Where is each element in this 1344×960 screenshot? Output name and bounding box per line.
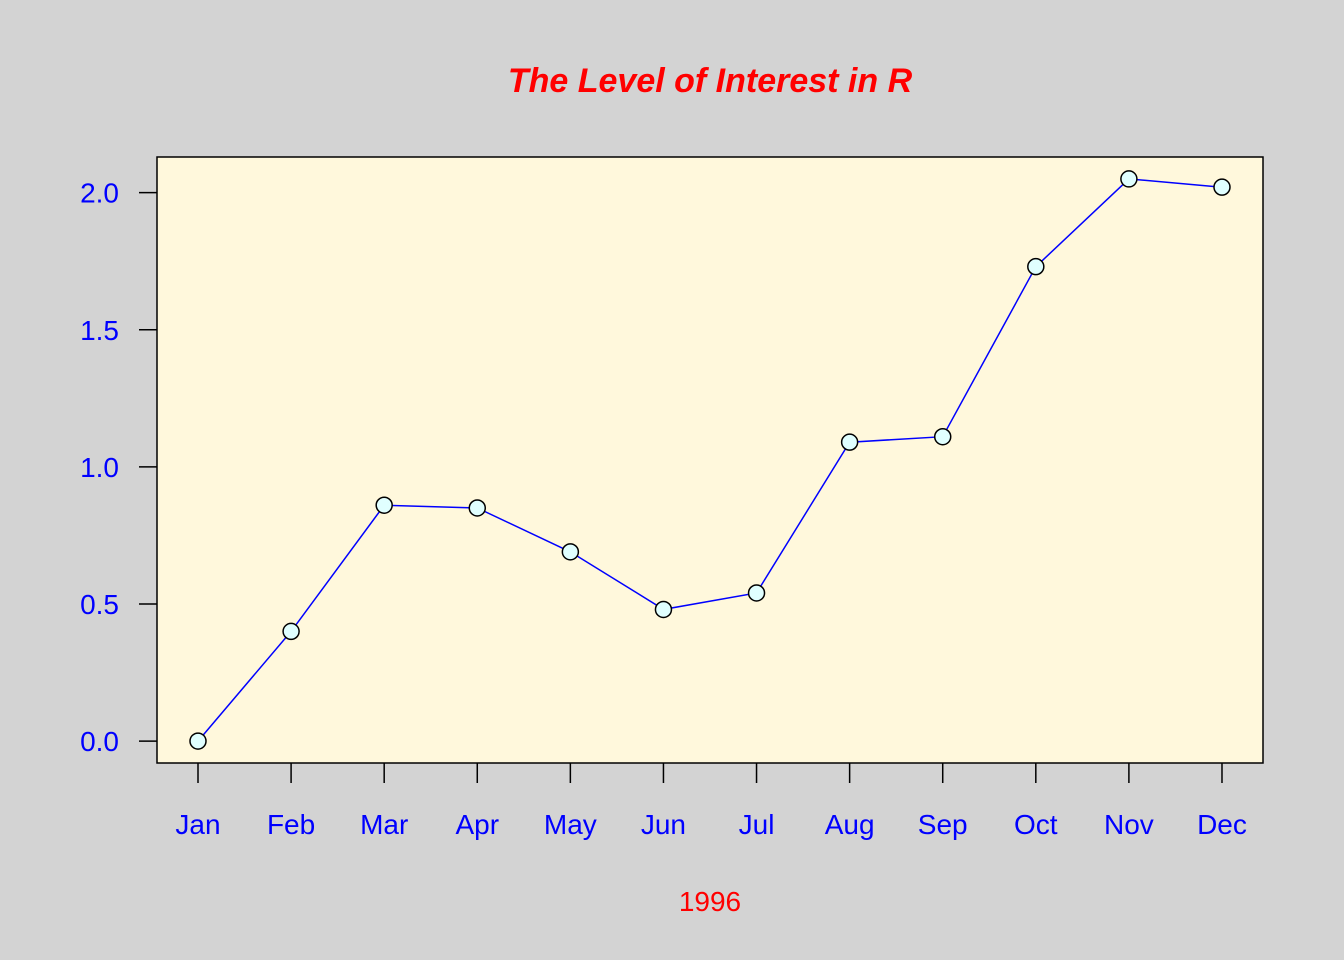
data-points [189,170,1231,750]
y-tick-label: 1.5 [80,315,119,346]
x-tick-label: Feb [267,809,315,840]
y-tick-label: 2.0 [80,178,119,209]
data-point [1213,178,1231,196]
data-point [282,622,300,641]
x-tick-label: Sep [918,809,968,840]
y-tick-label: 0.5 [80,589,119,620]
x-tick-label: Jul [739,809,775,840]
y-tick-label: 1.0 [80,452,119,483]
data-point [468,499,487,517]
chart-title: The Level of Interest in R [508,62,913,100]
x-tick-label: May [544,809,597,840]
x-tick-label: Nov [1104,809,1154,840]
data-point [561,543,580,561]
x-tick-label: Mar [360,809,408,840]
data-point [840,433,859,451]
data-point [747,584,766,602]
y-axis: 0.0 0.5 1.0 1.5 2.0 [80,178,157,757]
data-point [1027,257,1045,276]
x-tick-label: Aug [825,809,875,840]
x-tick-label: Oct [1014,809,1058,840]
data-point [189,732,207,750]
y-tick-label: 0.0 [80,726,119,757]
x-tick-label: Jan [175,809,220,840]
data-point [933,427,952,446]
series-line [197,178,1223,742]
x-tick-label: Jun [641,809,686,840]
plot-area [156,156,1264,764]
data-point [1120,170,1138,188]
x-tick-label: Apr [455,809,499,840]
x-axis-label: 1996 [679,886,741,917]
x-tick-label: Dec [1197,809,1247,840]
data-point [654,600,673,619]
x-axis: Jan Feb Mar Apr May Jun Jul Aug Sep Oct Nov Dec [175,763,1247,840]
data-point [375,496,393,514]
